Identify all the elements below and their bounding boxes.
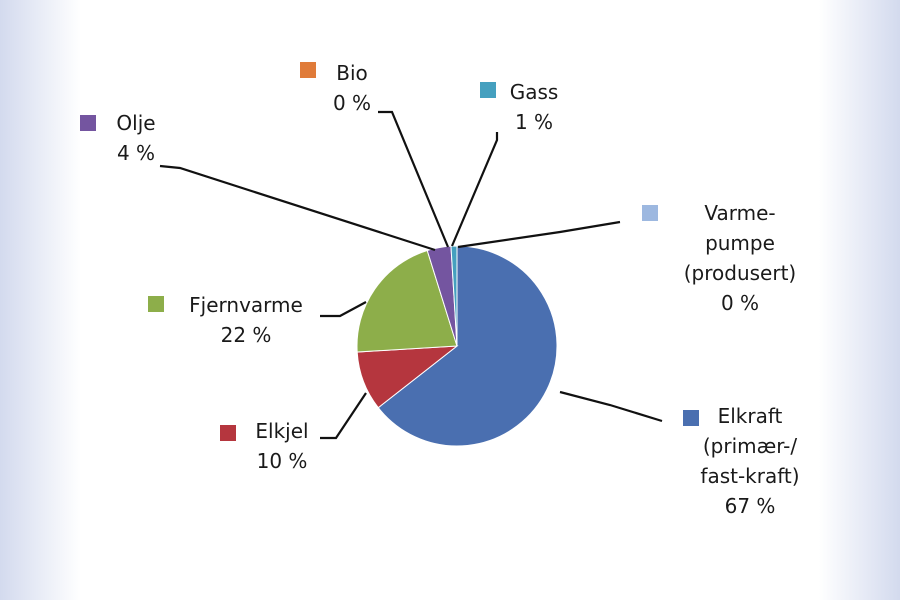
slice-value-fjernvarme: 22 % bbox=[221, 323, 272, 347]
slice-gass bbox=[450, 245, 458, 347]
leader-line-elkraft-primær-fast-kraft bbox=[559, 390, 663, 423]
slice-value-varmepumpe-produsert: 0 % bbox=[721, 291, 759, 315]
slice-label-varmepumpe-produsert: (produsert) bbox=[684, 261, 796, 285]
legend-swatch-olje bbox=[80, 115, 96, 131]
slice-fjernvarme bbox=[356, 249, 458, 353]
legend-swatch-elkjel bbox=[220, 425, 236, 441]
leader-line-varmepumpe-produsert bbox=[457, 220, 621, 249]
legend-swatch-elkraft-primær-fast-kraft bbox=[683, 410, 699, 426]
slice-label-olje: Olje bbox=[116, 111, 155, 135]
slice-value-olje: 4 % bbox=[117, 141, 155, 165]
leader-line-fjernvarme bbox=[320, 301, 367, 318]
leader-line-elkjel bbox=[320, 392, 367, 440]
slice-label-elkraft-primær-fast-kraft: (primær-/ bbox=[703, 434, 798, 458]
slice-value-elkjel: 10 % bbox=[257, 449, 308, 473]
slice-labels: Elkraft (primær-/ fast-kraft) 67 % Elkjel 10 … bbox=[80, 61, 800, 518]
slice-label-varmepumpe-produsert: pumpe bbox=[705, 231, 775, 255]
legend-swatch-varmepumpe-produsert bbox=[642, 205, 658, 221]
pie-slices bbox=[356, 245, 558, 447]
slice-value-bio: 0 % bbox=[333, 91, 371, 115]
legend-swatch-gass bbox=[480, 82, 496, 98]
slice-value-gass: 1 % bbox=[515, 110, 553, 134]
leader-line-bio bbox=[378, 110, 450, 248]
slice-label-elkjel: Elkjel bbox=[255, 419, 308, 443]
leader-lines bbox=[159, 110, 663, 440]
slice-label-bio: Bio bbox=[336, 61, 368, 85]
slice-elkraft-primær-fast-kraft bbox=[377, 245, 558, 447]
slice-label-elkraft-primær-fast-kraft: fast-kraft) bbox=[700, 464, 799, 488]
legend-swatch-bio bbox=[300, 62, 316, 78]
slice-label-fjernvarme: Fjernvarme bbox=[189, 293, 303, 317]
leader-line-gass bbox=[450, 132, 499, 247]
slice-value-elkraft-primær-fast-kraft: 67 % bbox=[725, 494, 776, 518]
leader-line-olje bbox=[159, 164, 436, 252]
slice-label-varmepumpe-produsert: Varme- bbox=[704, 201, 775, 225]
slice-label-gass: Gass bbox=[510, 80, 559, 104]
legend-swatch-fjernvarme bbox=[148, 296, 164, 312]
slice-label-elkraft-primær-fast-kraft: Elkraft bbox=[718, 404, 783, 428]
